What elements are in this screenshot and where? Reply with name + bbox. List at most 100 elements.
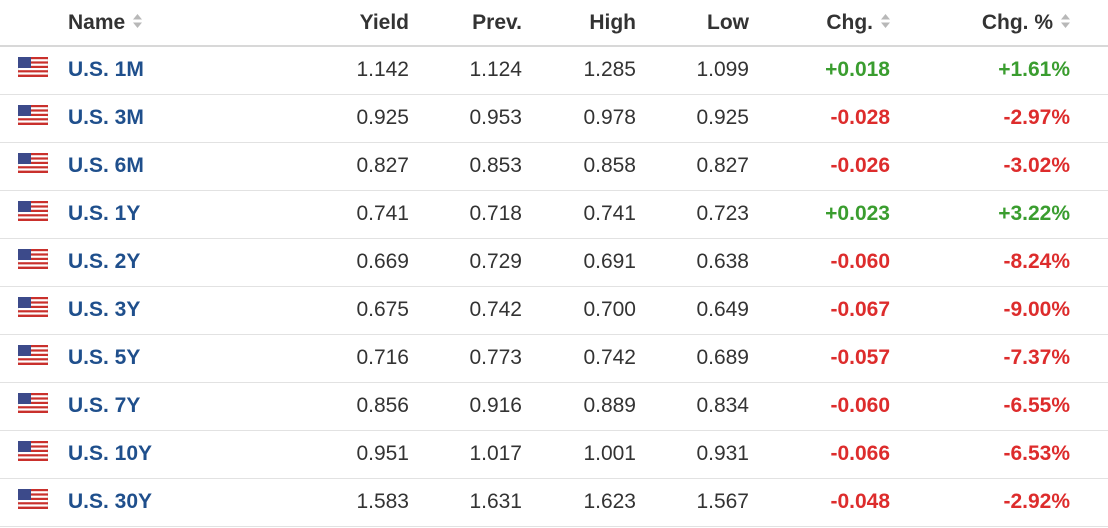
row-spacer	[1070, 430, 1108, 478]
table-row[interactable]: U.S. 3Y 0.675 0.742 0.700 0.649 -0.067 -…	[0, 286, 1108, 334]
chg-pct-cell: -2.92%	[1003, 490, 1070, 513]
chg-cell: -0.060	[830, 394, 890, 417]
flag-cell	[0, 286, 56, 334]
row-spacer	[1070, 286, 1108, 334]
yield-cell: 0.716	[356, 346, 409, 369]
chg-pct-cell: -3.02%	[1003, 154, 1070, 177]
name-cell: U.S. 7Y	[56, 382, 293, 430]
chg-cell: -0.028	[830, 106, 890, 129]
name-cell: U.S. 2Y	[56, 238, 293, 286]
flag-cell	[0, 382, 56, 430]
low-column-header[interactable]: Low	[636, 0, 749, 46]
chg-cell: +0.018	[825, 58, 890, 82]
instrument-link[interactable]: U.S. 7Y	[68, 394, 141, 417]
yield-column-header[interactable]: Yield	[293, 0, 409, 46]
chg-pct-cell: +1.61%	[998, 58, 1070, 82]
chg-cell: -0.060	[830, 250, 890, 273]
yield-cell: 1.142	[356, 58, 409, 82]
sort-icon[interactable]	[881, 14, 890, 28]
instrument-link[interactable]: U.S. 3Y	[68, 298, 141, 321]
prev-header-label: Prev.	[472, 10, 522, 34]
chg-pct-cell: -6.53%	[1003, 442, 1070, 465]
chg-pct-column-header[interactable]: Chg. %	[890, 0, 1070, 46]
high-cell: 0.978	[583, 106, 636, 129]
instrument-link[interactable]: U.S. 1M	[68, 58, 144, 82]
high-header-label: High	[589, 10, 636, 34]
chg-pct-cell: +3.22%	[998, 202, 1070, 225]
flag-cell	[0, 46, 56, 94]
name-cell: U.S. 5Y	[56, 334, 293, 382]
us-flag-icon	[17, 200, 49, 227]
name-cell: U.S. 1M	[56, 46, 293, 94]
yield-cell: 1.583	[356, 490, 409, 513]
row-spacer	[1070, 334, 1108, 382]
flag-cell	[0, 334, 56, 382]
us-flag-icon	[17, 248, 49, 275]
name-cell: U.S. 30Y	[56, 478, 293, 526]
flag-cell	[0, 94, 56, 142]
table-row[interactable]: U.S. 30Y 1.583 1.631 1.623 1.567 -0.048 …	[0, 478, 1108, 526]
instrument-link[interactable]: U.S. 5Y	[68, 346, 141, 369]
high-cell: 0.858	[583, 154, 636, 177]
table-row[interactable]: U.S. 2Y 0.669 0.729 0.691 0.638 -0.060 -…	[0, 238, 1108, 286]
sort-icon[interactable]	[1061, 14, 1070, 28]
table-row[interactable]: U.S. 1Y 0.741 0.718 0.741 0.723 +0.023 +…	[0, 190, 1108, 238]
low-cell: 0.723	[696, 202, 749, 225]
table-row[interactable]: U.S. 3M 0.925 0.953 0.978 0.925 -0.028 -…	[0, 94, 1108, 142]
us-flag-icon	[17, 488, 49, 515]
prev-cell: 0.853	[469, 154, 522, 177]
sort-icon[interactable]	[133, 14, 143, 28]
row-spacer	[1070, 238, 1108, 286]
chg-cell: -0.066	[830, 442, 890, 465]
us-flag-icon	[17, 104, 49, 131]
name-column-header[interactable]: Name	[56, 0, 293, 46]
name-cell: U.S. 3Y	[56, 286, 293, 334]
flag-cell	[0, 430, 56, 478]
instrument-link[interactable]: U.S. 10Y	[68, 442, 153, 465]
us-flag-icon	[17, 440, 49, 467]
high-cell: 0.742	[583, 346, 636, 369]
high-cell: 0.691	[583, 250, 636, 273]
us-flag-icon	[17, 392, 49, 419]
prev-cell: 0.718	[469, 202, 522, 225]
table-row[interactable]: U.S. 6M 0.827 0.853 0.858 0.827 -0.026 -…	[0, 142, 1108, 190]
flag-cell	[0, 190, 56, 238]
flag-cell	[0, 238, 56, 286]
high-cell: 1.001	[583, 442, 636, 465]
instrument-link[interactable]: U.S. 3M	[68, 106, 144, 129]
us-flag-icon	[17, 152, 49, 179]
chg-cell: -0.057	[830, 346, 890, 369]
row-spacer	[1070, 190, 1108, 238]
table-row[interactable]: U.S. 7Y 0.856 0.916 0.889 0.834 -0.060 -…	[0, 382, 1108, 430]
instrument-link[interactable]: U.S. 1Y	[68, 202, 141, 225]
instrument-link[interactable]: U.S. 30Y	[68, 490, 153, 513]
chg-column-header[interactable]: Chg.	[749, 0, 890, 46]
prev-cell: 1.631	[469, 490, 522, 513]
high-cell: 0.741	[583, 202, 636, 225]
yield-cell: 0.669	[356, 250, 409, 273]
row-spacer	[1070, 94, 1108, 142]
flag-cell	[0, 142, 56, 190]
instrument-link[interactable]: U.S. 6M	[68, 154, 144, 177]
us-flag-icon	[17, 56, 49, 83]
table-row[interactable]: U.S. 5Y 0.716 0.773 0.742 0.689 -0.057 -…	[0, 334, 1108, 382]
chg-pct-cell: -2.97%	[1003, 106, 1070, 129]
low-cell: 0.638	[696, 250, 749, 273]
chg-cell: -0.048	[830, 490, 890, 513]
chg-cell: -0.026	[830, 154, 890, 177]
us-flag-icon	[17, 344, 49, 371]
low-cell: 1.567	[696, 490, 749, 513]
prev-cell: 0.953	[469, 106, 522, 129]
table-row[interactable]: U.S. 1M 1.142 1.124 1.285 1.099 +0.018 +…	[0, 46, 1108, 94]
low-cell: 0.834	[696, 394, 749, 417]
instrument-link[interactable]: U.S. 2Y	[68, 250, 141, 273]
high-cell: 0.889	[583, 394, 636, 417]
chg-pct-cell: -6.55%	[1003, 394, 1070, 417]
prev-cell: 0.916	[469, 394, 522, 417]
chg-cell: +0.023	[825, 202, 890, 225]
high-column-header[interactable]: High	[522, 0, 636, 46]
low-cell: 0.689	[696, 346, 749, 369]
prev-column-header[interactable]: Prev.	[409, 0, 522, 46]
row-spacer	[1070, 382, 1108, 430]
table-row[interactable]: U.S. 10Y 0.951 1.017 1.001 0.931 -0.066 …	[0, 430, 1108, 478]
